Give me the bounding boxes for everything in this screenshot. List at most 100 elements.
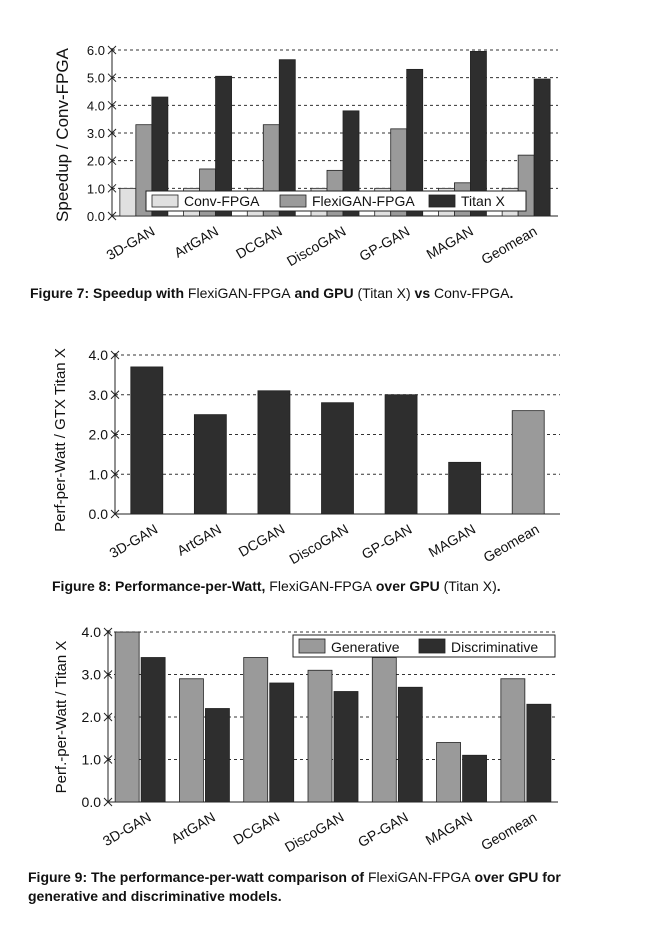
- y-tick-label: 2.0: [87, 154, 105, 169]
- y-tick-label: 3.0: [82, 667, 102, 683]
- x-tick-label: ArtGAN: [174, 521, 224, 559]
- y-tick-label: 2.0: [82, 709, 102, 725]
- caption-segment: Figure 8: Performance-per-Watt,: [52, 578, 270, 594]
- x-tick-label: DCGAN: [230, 809, 282, 848]
- x-tick-label: GP-GAN: [355, 809, 411, 850]
- legend-swatch: [418, 638, 446, 654]
- bar: [384, 394, 418, 515]
- bar: [205, 708, 230, 803]
- y-tick-label: 0.0: [89, 506, 109, 522]
- figure-9-caption: Figure 9: The performance-per-watt compa…: [28, 868, 618, 906]
- bar: [397, 686, 423, 803]
- x-tick-label: ArtGAN: [171, 223, 221, 261]
- bar: [448, 461, 482, 515]
- caption-segment: FlexiGAN-FPGA: [187, 285, 291, 301]
- bar: [470, 50, 487, 217]
- bar: [243, 657, 269, 803]
- legend-label: Titan X: [461, 193, 505, 209]
- caption-segment: and GPU: [290, 285, 358, 301]
- caption-segment: Figure 7: Speedup with: [30, 285, 188, 301]
- caption-segment: Conv-FPGA: [434, 285, 510, 301]
- caption-segment: over GPU: [371, 578, 444, 594]
- x-tick-label: 3D-GAN: [106, 521, 160, 561]
- caption-segment: (Titan X): [443, 578, 497, 594]
- legend-label: Conv-FPGA: [184, 193, 260, 209]
- bar: [533, 78, 551, 217]
- x-tick-label: 3D-GAN: [104, 223, 158, 263]
- y-tick-label: 0.0: [82, 794, 102, 810]
- x-tick-label: Geomean: [478, 223, 539, 268]
- legend-label: FlexiGAN-FPGA: [312, 193, 415, 209]
- perf-per-watt-chart: 0.0 1.0 2.0 3.0 4.0 3D-GAN ArtGAN DCGANDiscoGAN…: [52, 347, 560, 568]
- bar: [371, 657, 397, 803]
- x-tick-label: GP-GAN: [356, 223, 412, 264]
- caption-segment: FlexiGAN-FPGA: [367, 869, 471, 885]
- x-tick-label: DiscoGAN: [286, 521, 351, 568]
- bar: [278, 59, 296, 217]
- x-tick-label: Geomean: [480, 521, 541, 566]
- bar: [215, 75, 232, 217]
- caption-segment: over GPU for generative and discriminati…: [28, 869, 561, 904]
- bar: [130, 366, 164, 515]
- y-tick-label: 6.0: [87, 43, 105, 58]
- caption-segment: vs: [410, 285, 435, 301]
- bar: [140, 657, 166, 803]
- figure-7-caption: Figure 7: Speedup with FlexiGAN-FPGA and…: [30, 284, 630, 303]
- y-tick-label: 3.0: [89, 387, 109, 403]
- bar: [114, 631, 140, 803]
- generative-discriminative-chart: 0.0 1.0 2.0 3.0 4.0 3D-GAN ArtGAN DCGAN DiscoGAN…: [53, 624, 558, 856]
- bar: [406, 68, 424, 217]
- bar: [342, 110, 360, 217]
- x-tick-label: Geomean: [478, 809, 539, 854]
- bar: [436, 742, 461, 803]
- y-axis-label: Perf-per-Watt / GTX Titan X: [52, 348, 69, 532]
- legend-swatch: [279, 194, 307, 208]
- caption-segment: Figure 9: The performance-per-watt compa…: [28, 869, 368, 885]
- legend-label: Generative: [331, 639, 400, 655]
- bar: [321, 402, 354, 515]
- y-tick-label: 1.0: [82, 752, 102, 768]
- figure-7-chart: 0.0 1.0 2.0 3.0 4.0 5.0 6.0 3D-GAN ArtGAN DCGAN Di…: [0, 0, 648, 285]
- x-tick-label: DiscoGAN: [282, 809, 347, 856]
- x-tick-label: MAGAN: [426, 521, 478, 561]
- legend-swatch: [151, 194, 179, 208]
- bar: [307, 669, 333, 803]
- y-tick-label: 5.0: [87, 71, 105, 86]
- x-tick-label: DCGAN: [233, 223, 285, 262]
- y-tick-label: 1.0: [87, 181, 105, 196]
- y-tick-label: 4.0: [82, 624, 102, 640]
- caption-segment: .: [496, 578, 501, 594]
- bar: [193, 414, 227, 515]
- y-axis-label: Perf.-per-Watt / Titan X: [53, 641, 70, 794]
- x-tick-label: MAGAN: [423, 223, 475, 263]
- bar: [151, 96, 169, 217]
- bar: [119, 187, 137, 217]
- x-tick-label: GP-GAN: [359, 521, 415, 562]
- bar: [526, 703, 552, 803]
- figure-8-chart: 0.0 1.0 2.0 3.0 4.0 3D-GAN ArtGAN DCGAN DiscoGAN…: [0, 320, 648, 575]
- caption-segment: .: [509, 285, 514, 301]
- y-tick-label: 2.0: [89, 427, 109, 443]
- bar: [500, 678, 526, 803]
- legend-label: Discriminative: [451, 639, 538, 655]
- y-tick-label: 3.0: [87, 126, 105, 141]
- bar: [462, 754, 487, 803]
- y-tick-label: 1.0: [89, 466, 109, 482]
- caption-segment: (Titan X): [357, 285, 411, 301]
- x-tick-label: 3D-GAN: [100, 809, 154, 849]
- bar: [179, 678, 204, 803]
- bar: [333, 691, 359, 803]
- y-tick-label: 4.0: [87, 98, 105, 113]
- x-tick-label: DiscoGAN: [284, 223, 349, 270]
- y-axis-label: Speedup / Conv-FPGA: [53, 47, 72, 222]
- x-tick-label: ArtGAN: [168, 809, 218, 847]
- speedup-chart: 0.0 1.0 2.0 3.0 4.0 5.0 6.0 3D-GAN ArtGAN DCGAN Di…: [53, 43, 558, 270]
- bar: [257, 390, 291, 515]
- y-tick-label: 0.0: [87, 209, 105, 224]
- bar: [511, 410, 545, 515]
- y-tick-label: 4.0: [89, 347, 109, 363]
- caption-segment: FlexiGAN-FPGA: [269, 578, 372, 594]
- legend-swatch: [298, 638, 326, 654]
- figure-9-chart: 0.0 1.0 2.0 3.0 4.0 3D-GAN ArtGAN DCGAN DiscoGAN…: [0, 612, 648, 867]
- x-tick-label: MAGAN: [423, 809, 475, 849]
